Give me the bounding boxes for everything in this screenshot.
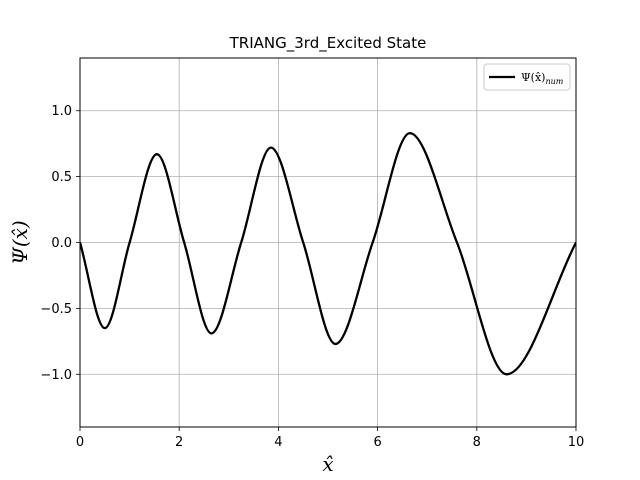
y-tick-label: −1.0 [40,368,72,383]
series-line [80,131,576,376]
x-tick-label: 8 [473,435,481,450]
y-tick-label: 1.0 [51,104,72,119]
ticks: 0 2 4 6 8 10 −1.0 −0.5 0.0 0.5 1.0 [40,104,584,450]
legend: Ψ(x̂)num [483,63,571,91]
x-tick-label: 2 [175,435,183,450]
x-tick-label: 0 [76,435,84,450]
x-tick-label: 6 [373,435,381,450]
grid [79,58,577,427]
legend-box [483,63,571,91]
x-axis-label: x̂ [322,452,333,476]
legend-label: Ψ(x̂)num [521,71,564,86]
y-tick-label: 0.0 [51,236,72,251]
x-tick-label: 10 [568,435,585,450]
series-layer [80,131,576,376]
y-tick-label: −0.5 [40,302,72,317]
y-tick-label: 0.5 [51,170,72,185]
y-axis-label: Ψ(x̂) [8,220,32,264]
chart-title: TRIANG_3rd_Excited State [229,34,427,53]
x-tick-label: 4 [274,435,282,450]
